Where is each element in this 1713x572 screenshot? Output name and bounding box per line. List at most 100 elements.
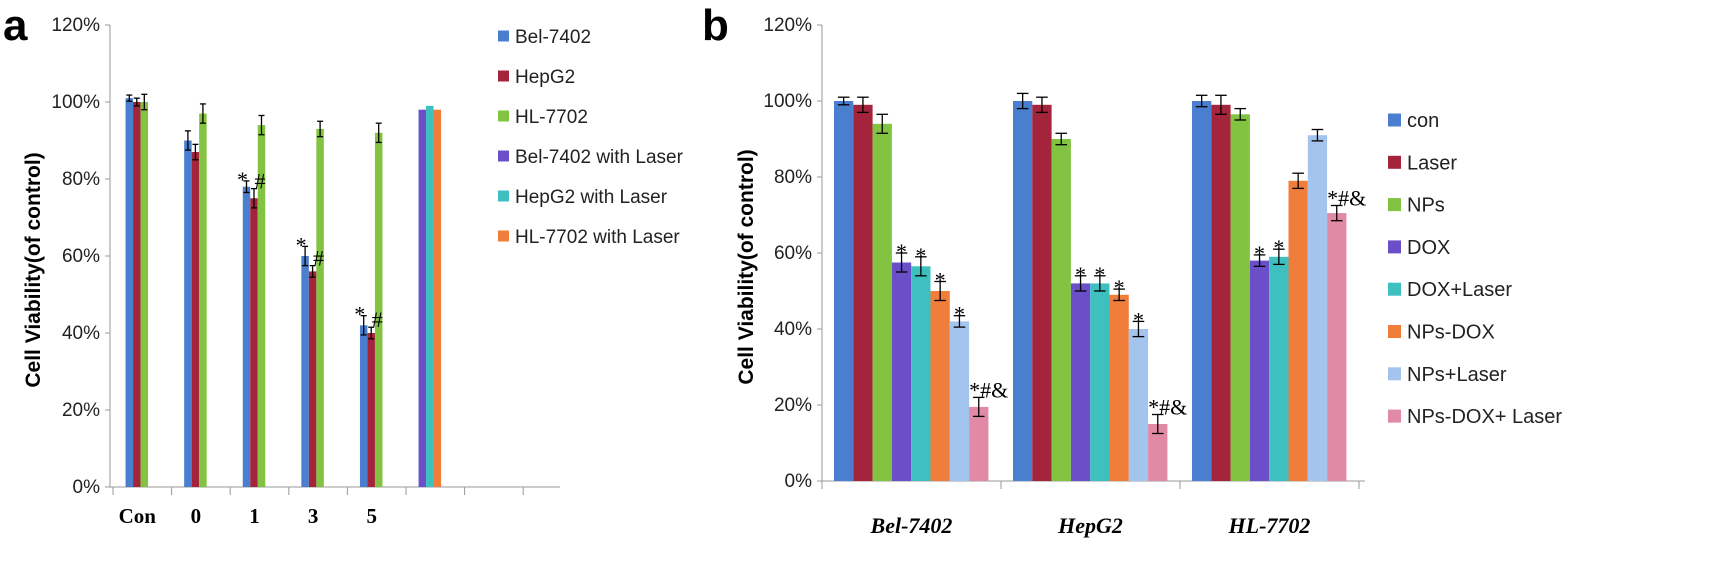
bar [426, 105, 434, 487]
bar [1013, 101, 1033, 481]
significance-marker: # [255, 169, 266, 194]
legend-swatch [1388, 113, 1401, 127]
bar [374, 132, 383, 488]
x-tick-label: Bel-7402 [870, 513, 953, 538]
bar [1090, 283, 1110, 481]
legend-swatch [498, 190, 509, 202]
legend-label: HepG2 with Laser [515, 187, 668, 208]
bar [1307, 135, 1328, 481]
x-tick-label: HL-7702 [1228, 513, 1311, 538]
y-axis-label: Cell Viability(of control) [22, 152, 45, 387]
bar [834, 101, 854, 481]
legend-swatch [1388, 155, 1401, 169]
bar [891, 262, 912, 481]
chart-panel-b: b 0% 20% 40% 60% 80% 100% 120% Cell Viability(of… [702, 1, 1562, 538]
legend-label: NPs-DOX [1407, 322, 1495, 344]
significance-marker: * [935, 268, 946, 293]
legend-swatch [1388, 282, 1401, 296]
legend-label: DOX [1407, 237, 1450, 259]
legend-label: Laser [1407, 152, 1457, 174]
bar [359, 325, 368, 487]
legend-label: Bel-7402 [515, 27, 591, 48]
significance-marker: * [1254, 241, 1265, 266]
y-tick-label: 60% [62, 246, 100, 267]
bar [1109, 294, 1129, 481]
legend-swatch [1388, 325, 1401, 338]
legend-label: HL-7702 with Laser [515, 227, 680, 248]
significance-marker: *#& [969, 377, 1008, 402]
bar [1269, 256, 1289, 481]
bar [125, 98, 134, 488]
x-tick-label: 3 [308, 504, 319, 528]
bar [433, 109, 442, 487]
bar [191, 152, 200, 488]
bar [1327, 213, 1347, 481]
bar [1192, 101, 1212, 481]
bar [969, 406, 989, 481]
y-tick-label: 100% [763, 91, 812, 112]
bar [1211, 104, 1231, 482]
y-tick-label: 20% [774, 395, 812, 416]
significance-marker: * [915, 243, 926, 268]
bar [853, 104, 873, 482]
y-tick-label: 80% [62, 169, 100, 190]
y-tick-label: 0% [73, 477, 101, 498]
y-tick-label: 80% [774, 167, 812, 188]
significance-marker: * [954, 302, 965, 327]
bar [184, 140, 192, 487]
bar [316, 128, 324, 487]
significance-marker: * [354, 302, 365, 327]
legend-swatch [1388, 240, 1401, 254]
bar [133, 102, 141, 487]
legend-label: Bel-7402 with Laser [515, 147, 684, 168]
bar [199, 113, 207, 488]
bar [949, 321, 970, 481]
significance-marker: # [313, 246, 324, 271]
legend-label: NPs+Laser [1407, 364, 1507, 386]
bar [250, 198, 258, 487]
panel-label: b [702, 1, 729, 50]
significance-marker: # [372, 307, 383, 332]
bar [1230, 114, 1250, 482]
bar [367, 333, 375, 487]
significance-marker: *#& [1148, 395, 1187, 420]
panel-label: a [3, 1, 28, 50]
chart-panel-a: a 0% 20% 40% 60% 80% 100% 120% Cell Viability(of… [3, 1, 684, 528]
significance-marker: * [1114, 275, 1125, 300]
significance-marker: * [1273, 235, 1284, 260]
y-tick-label: 20% [62, 400, 100, 421]
bar [1288, 180, 1308, 482]
legend-swatch [1388, 367, 1401, 381]
bar [1070, 283, 1091, 481]
significance-marker: * [296, 232, 307, 257]
bar [418, 109, 427, 487]
y-tick-label: 40% [62, 323, 100, 344]
legend-label: con [1407, 110, 1439, 132]
x-tick-label: Con [119, 504, 157, 528]
x-tick-label: 5 [366, 504, 377, 528]
x-tick-label: 0 [191, 504, 202, 528]
significance-marker: * [1094, 262, 1105, 287]
legend-swatch [498, 110, 509, 122]
bar [140, 102, 149, 487]
bar [242, 186, 251, 487]
legend-label: NPs [1407, 195, 1445, 217]
bar [911, 266, 931, 481]
legend-swatch [498, 150, 509, 162]
legend-swatch [498, 30, 509, 42]
legend-swatch [498, 230, 509, 242]
significance-marker: * [1133, 307, 1144, 332]
legend-label: DOX+Laser [1407, 279, 1512, 301]
legend-swatch [498, 70, 509, 82]
bar [1249, 260, 1270, 481]
y-tick-label: 120% [51, 15, 100, 36]
significance-marker: * [896, 239, 907, 264]
bar [930, 291, 950, 481]
y-tick-label: 40% [774, 319, 812, 340]
bar [1051, 139, 1071, 481]
significance-marker: * [1075, 262, 1086, 287]
bar [1148, 424, 1168, 481]
legend-label: HL-7702 [515, 107, 588, 128]
legend-label: NPs-DOX+ Laser [1407, 406, 1562, 428]
